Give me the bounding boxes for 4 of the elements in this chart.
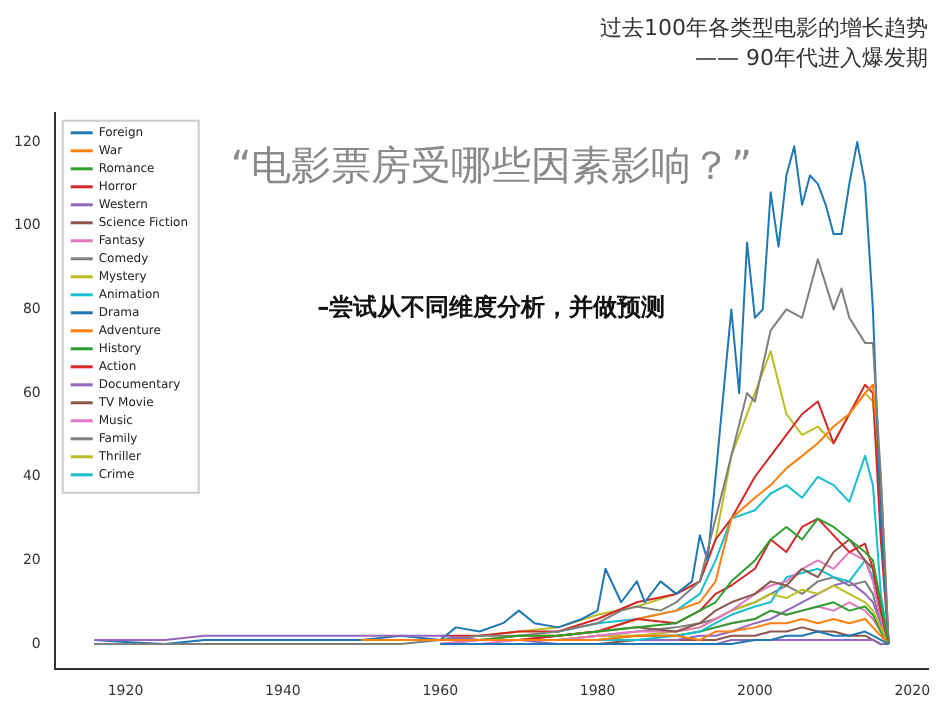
annotation: “电影票房受哪些因素影响？”: [230, 141, 753, 190]
annotation: –尝试从不同维度分析，并做预测: [317, 293, 666, 322]
chart-subtitle: —— 90年代进入爆发期: [695, 45, 928, 72]
chart-title: 过去100年各类型电影的增长趋势: [600, 14, 928, 41]
